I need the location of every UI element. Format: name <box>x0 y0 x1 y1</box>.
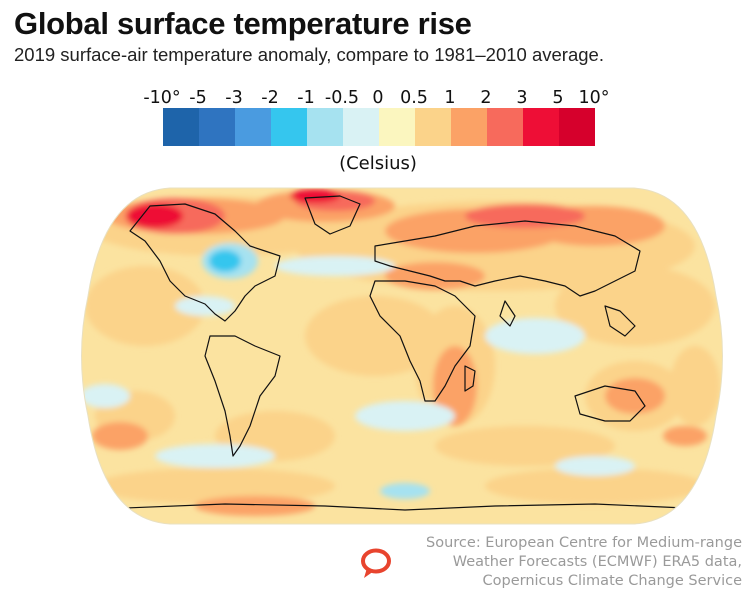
legend-tick: -2 <box>261 88 279 108</box>
legend-swatch <box>199 108 235 146</box>
source-line: Copernicus Climate Change Service <box>482 573 743 589</box>
page-title: Global surface temperature rise <box>14 6 472 41</box>
legend-swatch <box>271 108 307 146</box>
legend-swatch <box>307 108 343 146</box>
legend-tick: -3 <box>225 88 243 108</box>
legend-swatch <box>451 108 487 146</box>
legend-tick: -5 <box>189 88 207 108</box>
speech-bubble-logo-icon <box>361 548 391 578</box>
world-temperature-map <box>81 187 723 525</box>
legend-tick: 1 <box>444 88 456 108</box>
source-line: Weather Forecasts (ECMWF) ERA5 data, <box>452 554 742 570</box>
source-line: Source: European Centre for Medium-range <box>426 535 742 551</box>
legend-swatch <box>559 108 595 146</box>
legend-tick: -1 <box>297 88 315 108</box>
legend-unit-label: (Celsius) <box>339 153 417 174</box>
coastlines <box>124 195 686 511</box>
source-attribution: Source: European Centre for Medium-range… <box>402 534 742 591</box>
legend-tick: 3 <box>516 88 528 108</box>
legend-swatch <box>487 108 523 146</box>
legend-swatch <box>379 108 415 146</box>
anomaly-field <box>81 188 723 524</box>
globe-outline <box>81 187 723 525</box>
legend-tick: 2 <box>480 88 492 108</box>
legend-swatch <box>163 108 199 146</box>
legend-swatch <box>415 108 451 146</box>
legend-tick: 0.5 <box>400 88 428 108</box>
legend-swatch <box>523 108 559 146</box>
legend-tick: 5 <box>552 88 564 108</box>
legend-tick: -0.5 <box>324 88 360 108</box>
legend-color-bar <box>163 108 595 146</box>
legend-tick: -10° <box>143 88 181 108</box>
legend-swatch <box>343 108 379 146</box>
legend-tick: 10° <box>578 88 610 108</box>
legend-tick: 0 <box>372 88 384 108</box>
page-subtitle: 2019 surface-air temperature anomaly, co… <box>14 44 604 65</box>
legend-swatch <box>235 108 271 146</box>
